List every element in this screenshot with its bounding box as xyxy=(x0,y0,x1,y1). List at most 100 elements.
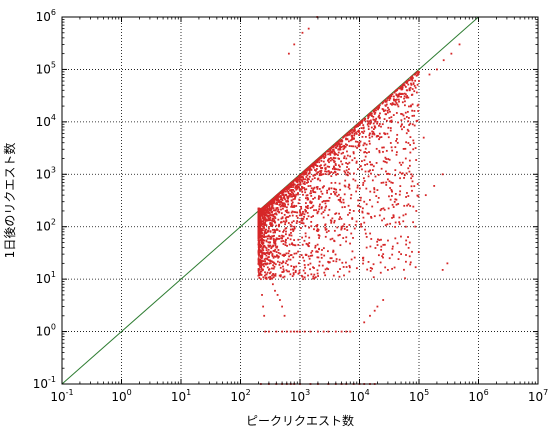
data-point xyxy=(327,214,330,217)
data-point xyxy=(264,213,267,216)
data-point xyxy=(314,161,317,164)
data-point xyxy=(362,256,365,259)
data-point xyxy=(384,224,387,227)
data-point xyxy=(273,240,276,243)
data-point xyxy=(387,96,390,99)
data-point xyxy=(296,211,299,214)
data-point xyxy=(331,217,334,220)
data-point xyxy=(391,247,394,250)
data-point xyxy=(261,231,263,234)
data-point xyxy=(284,262,287,265)
data-point xyxy=(325,205,328,208)
data-point xyxy=(290,193,293,196)
data-point xyxy=(298,269,301,272)
data-point xyxy=(391,216,393,219)
data-point xyxy=(310,201,313,204)
data-point xyxy=(339,198,342,201)
data-point xyxy=(288,183,291,186)
data-point xyxy=(258,259,260,261)
data-point xyxy=(324,200,327,202)
data-point xyxy=(274,289,276,292)
data-point xyxy=(262,305,265,308)
data-point xyxy=(359,165,362,167)
data-point xyxy=(263,215,266,218)
data-point xyxy=(312,174,315,177)
data-point xyxy=(409,122,412,125)
data-point xyxy=(353,130,356,133)
data-point xyxy=(322,211,325,213)
data-point xyxy=(381,102,384,105)
data-point xyxy=(264,224,266,226)
data-point xyxy=(315,172,318,175)
data-point xyxy=(303,187,306,189)
data-point xyxy=(322,247,325,250)
data-point xyxy=(382,101,385,104)
data-point xyxy=(328,208,331,211)
data-point xyxy=(269,277,272,280)
data-point xyxy=(416,104,419,107)
data-point xyxy=(342,225,344,228)
data-point xyxy=(391,102,394,104)
data-point xyxy=(309,268,311,271)
data-point xyxy=(343,157,345,160)
data-point xyxy=(323,254,326,257)
data-point xyxy=(287,252,290,255)
data-point xyxy=(257,246,260,248)
data-point xyxy=(391,149,394,152)
data-point xyxy=(257,215,260,218)
data-point xyxy=(436,68,438,71)
data-point xyxy=(413,124,416,127)
data-point xyxy=(268,219,271,222)
data-point xyxy=(289,258,292,261)
data-point xyxy=(332,159,335,162)
data-point xyxy=(294,271,297,274)
data-point xyxy=(322,155,325,158)
data-point xyxy=(414,147,417,149)
data-point xyxy=(282,220,285,223)
data-point xyxy=(411,75,414,78)
data-point xyxy=(261,208,264,211)
data-point xyxy=(395,151,398,154)
data-point xyxy=(268,214,271,217)
data-point xyxy=(350,193,353,196)
data-point xyxy=(344,143,347,146)
data-point xyxy=(359,199,362,202)
data-point xyxy=(356,186,359,189)
data-point xyxy=(295,177,298,180)
data-point xyxy=(334,181,337,184)
data-point xyxy=(351,159,354,162)
data-point xyxy=(263,233,266,236)
data-point xyxy=(382,181,385,184)
data-point xyxy=(365,187,368,190)
data-point xyxy=(265,273,268,276)
data-point xyxy=(363,221,366,224)
data-point xyxy=(300,254,303,256)
data-point xyxy=(330,147,333,150)
data-point xyxy=(280,208,282,211)
data-point xyxy=(375,162,378,164)
data-point xyxy=(289,228,292,231)
data-point xyxy=(280,198,283,200)
data-point xyxy=(403,92,406,95)
data-point xyxy=(382,299,385,301)
data-point xyxy=(345,330,348,333)
data-point xyxy=(286,185,288,188)
data-point xyxy=(277,249,280,251)
data-point xyxy=(404,81,407,84)
data-point xyxy=(290,189,292,191)
data-point xyxy=(404,111,407,114)
data-point xyxy=(287,188,290,190)
data-point xyxy=(266,207,269,210)
data-point xyxy=(355,124,358,127)
data-point xyxy=(404,157,407,160)
data-point xyxy=(387,239,389,242)
data-point xyxy=(355,267,358,270)
data-point xyxy=(265,249,268,252)
data-point xyxy=(280,240,283,243)
data-point xyxy=(269,272,271,275)
data-point xyxy=(312,277,314,280)
data-point xyxy=(316,228,319,231)
data-point xyxy=(290,265,293,267)
data-point xyxy=(350,129,353,132)
